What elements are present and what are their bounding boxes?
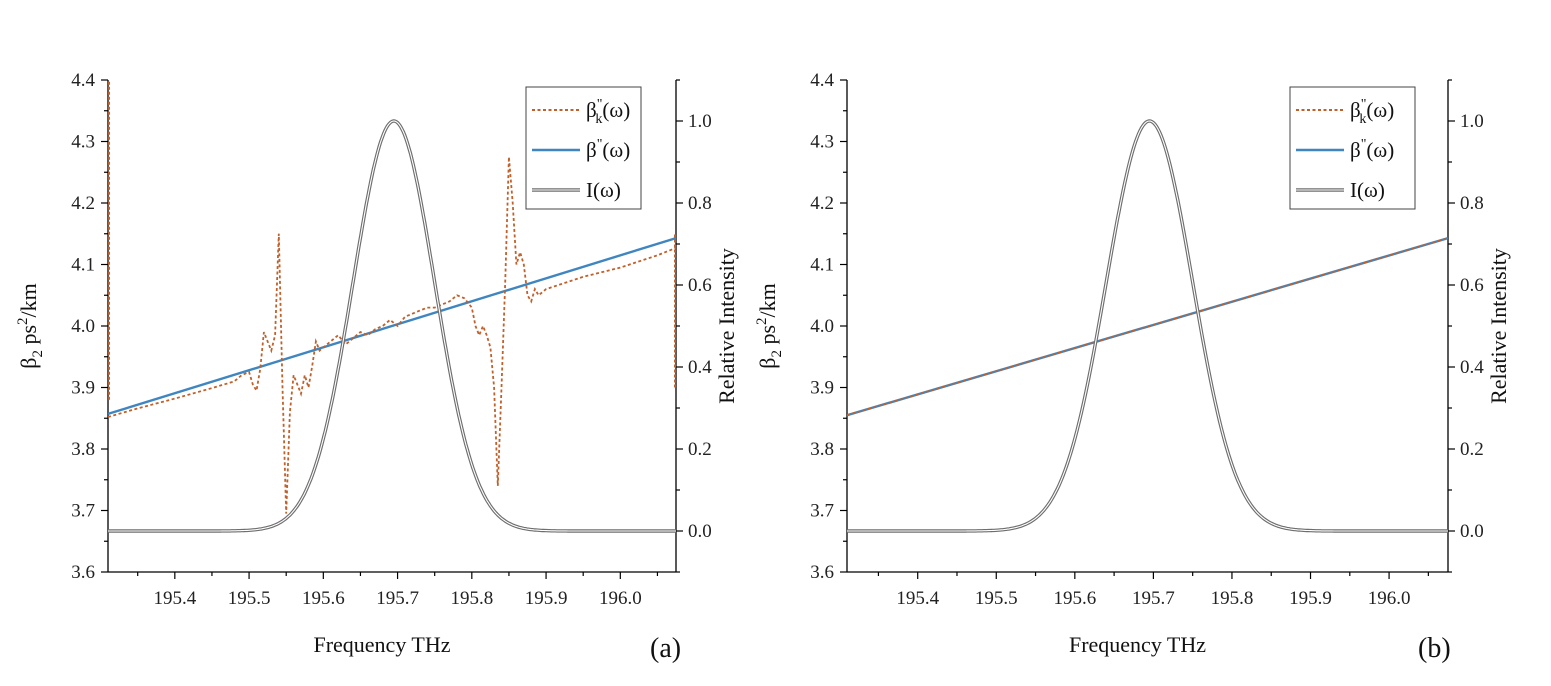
y-tick-label: 4.4 <box>71 70 95 91</box>
beta-line <box>108 236 676 416</box>
legend-label-arg: (ω) <box>1366 138 1394 162</box>
legend-label-sub: k <box>595 112 602 127</box>
x-tick-label: 195.9 <box>1289 588 1332 609</box>
legend-label-base: I <box>1350 178 1357 202</box>
y-tick-label: 3.6 <box>810 562 834 583</box>
y2-tick-label: 0.0 <box>1460 521 1484 542</box>
panel-a: 195.4 195.5 195.6 195.7 195.8 195.9 196.0 3.6 3.… <box>15 70 739 664</box>
legend-label-base: I <box>586 178 593 202</box>
x-tick-label: 195.8 <box>1211 588 1254 609</box>
y-tick-label: 4.1 <box>810 255 834 276</box>
legend-label: I(ω) <box>1350 178 1385 202</box>
y2-tick-label: 1.0 <box>1460 111 1484 132</box>
y-tick-label: 3.8 <box>810 439 834 460</box>
y-tick-label: 3.7 <box>810 501 834 522</box>
y-title-unit2: /km <box>755 283 780 317</box>
y-tick-label: 3.9 <box>71 378 95 399</box>
legend-label-base: β <box>586 98 597 122</box>
legend-label: β" k(ω) <box>586 97 630 127</box>
panel-label: (b) <box>1418 633 1451 664</box>
x-axis-title: Frequency THz <box>1069 632 1206 657</box>
x-tick-label: 196.0 <box>1368 588 1411 609</box>
x-tick-label: 195.6 <box>302 588 345 609</box>
x-tick-label: 195.5 <box>975 588 1018 609</box>
y-title-unit: ps <box>755 325 780 350</box>
y-title-base: β <box>755 358 780 369</box>
y-tick-label: 3.7 <box>71 501 95 522</box>
legend-label-sub: k <box>1359 112 1366 127</box>
legend-label: β"(ω) <box>586 137 630 162</box>
panel-label: (a) <box>650 633 681 664</box>
y-axis-title: β2 ps2/km <box>754 283 785 369</box>
x-tick-label: 195.5 <box>228 588 271 609</box>
y-tick-label: 4.3 <box>71 132 95 153</box>
x-tick-label: 195.4 <box>896 588 939 609</box>
y2-tick-label: 0.2 <box>1460 439 1484 460</box>
legend-label-arg: (ω) <box>1366 98 1394 122</box>
y2-tick-label: 0.8 <box>688 193 712 214</box>
y-title-sub: 2 <box>769 350 785 358</box>
intensity-line-inner <box>108 120 676 532</box>
plot-area <box>108 119 676 533</box>
y-title-sup: 2 <box>754 317 770 325</box>
y2-tick-label: 0.0 <box>688 521 712 542</box>
x-tick-label: 195.6 <box>1053 588 1096 609</box>
y2-axis-title: Relative Intensity <box>714 248 739 404</box>
y-tick-label: 3.9 <box>810 378 834 399</box>
y-tick-label: 4.0 <box>71 316 95 337</box>
y2-tick-label: 0.4 <box>688 357 712 378</box>
intensity-line-inner <box>847 120 1448 532</box>
x-tick-label: 196.0 <box>599 588 642 609</box>
legend-label-sup: " <box>597 137 603 152</box>
y2-axis-title: Relative Intensity <box>1486 248 1511 404</box>
y-title-unit2: /km <box>16 283 41 317</box>
legend-label-arg: (ω) <box>593 178 621 202</box>
y-tick-label: 3.8 <box>71 439 95 460</box>
panel-b: 195.4 195.5 195.6 195.7 195.8 195.9 196.0 3.6 3.… <box>754 70 1511 664</box>
x-tick-label: 195.8 <box>450 588 493 609</box>
legend-label: β" k(ω) <box>1350 97 1394 127</box>
y-tick-label: 4.2 <box>810 193 834 214</box>
beta-line <box>847 236 1448 417</box>
x-axis-title: Frequency THz <box>313 632 450 657</box>
y-tick-label: 4.4 <box>810 70 834 91</box>
plot-area <box>847 119 1448 533</box>
y2-tick-label: 0.6 <box>688 275 712 296</box>
y2-tick-label: 0.4 <box>1460 357 1484 378</box>
x-tick-label: 195.7 <box>376 588 419 609</box>
x-tick-label: 195.4 <box>153 588 196 609</box>
y2-tick-label: 0.6 <box>1460 275 1484 296</box>
y2-tick-label: 0.2 <box>688 439 712 460</box>
legend-label-sup: " <box>1361 97 1367 112</box>
legend-label-sup: " <box>597 97 603 112</box>
y-title-sup: 2 <box>15 317 31 325</box>
y-tick-label: 4.2 <box>71 193 95 214</box>
y-title-unit: ps <box>16 325 41 350</box>
legend-label: I(ω) <box>586 178 621 202</box>
legend-label-base: β <box>586 138 597 162</box>
legend-label-arg: (ω) <box>1357 178 1385 202</box>
legend-label-base: β <box>1350 138 1361 162</box>
legend-label-arg: (ω) <box>602 98 630 122</box>
y-title-base: β <box>16 358 41 369</box>
y-title-sub: 2 <box>30 350 46 358</box>
y-tick-label: 4.3 <box>810 132 834 153</box>
legend-label: β"(ω) <box>1350 137 1394 162</box>
beta-k-line <box>108 156 676 514</box>
y-axis-title: β2 ps2/km <box>15 283 46 369</box>
y2-tick-label: 1.0 <box>688 111 712 132</box>
legend-label-arg: (ω) <box>602 138 630 162</box>
y-tick-label: 3.6 <box>71 562 95 583</box>
x-tick-label: 195.9 <box>525 588 568 609</box>
legend-label-sup: " <box>1361 137 1367 152</box>
legend-label-base: β <box>1350 98 1361 122</box>
y-tick-label: 4.1 <box>71 255 95 276</box>
x-tick-label: 195.7 <box>1132 588 1175 609</box>
y2-tick-label: 0.8 <box>1460 193 1484 214</box>
y-tick-label: 4.0 <box>810 316 834 337</box>
